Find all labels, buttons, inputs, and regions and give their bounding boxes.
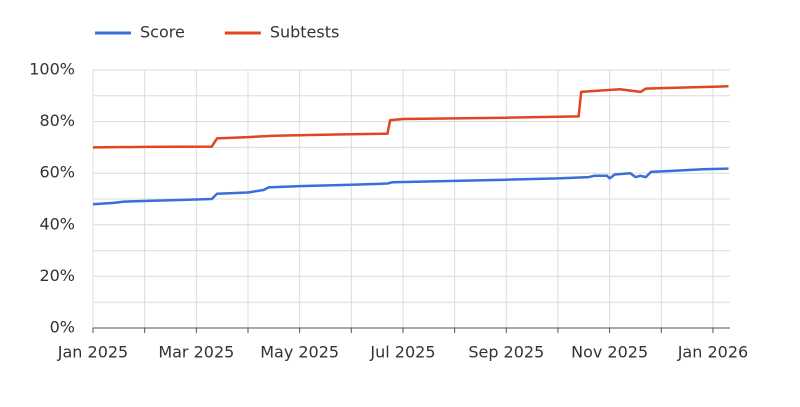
x-tick-label: Nov 2025 bbox=[571, 343, 648, 362]
legend-label: Score bbox=[140, 23, 185, 42]
x-tick-label: Jan 2026 bbox=[677, 343, 748, 362]
y-tick-label: 20% bbox=[39, 266, 75, 285]
y-tick-label: 40% bbox=[39, 214, 75, 233]
y-tick-label: 100% bbox=[29, 60, 75, 79]
x-tick-label: Mar 2025 bbox=[158, 343, 234, 362]
series-line bbox=[92, 167, 729, 206]
legend-label: Subtests bbox=[270, 23, 340, 42]
y-tick-label: 80% bbox=[39, 111, 75, 130]
x-tick-label: Jul 2025 bbox=[369, 343, 435, 362]
x-tick-label: Sep 2025 bbox=[468, 343, 544, 362]
x-tick-label: May 2025 bbox=[260, 343, 339, 362]
y-tick-label: 0% bbox=[50, 318, 75, 337]
x-tick-label: Jan 2025 bbox=[57, 343, 128, 362]
y-tick-label: 60% bbox=[39, 163, 75, 182]
series-line bbox=[92, 85, 729, 149]
